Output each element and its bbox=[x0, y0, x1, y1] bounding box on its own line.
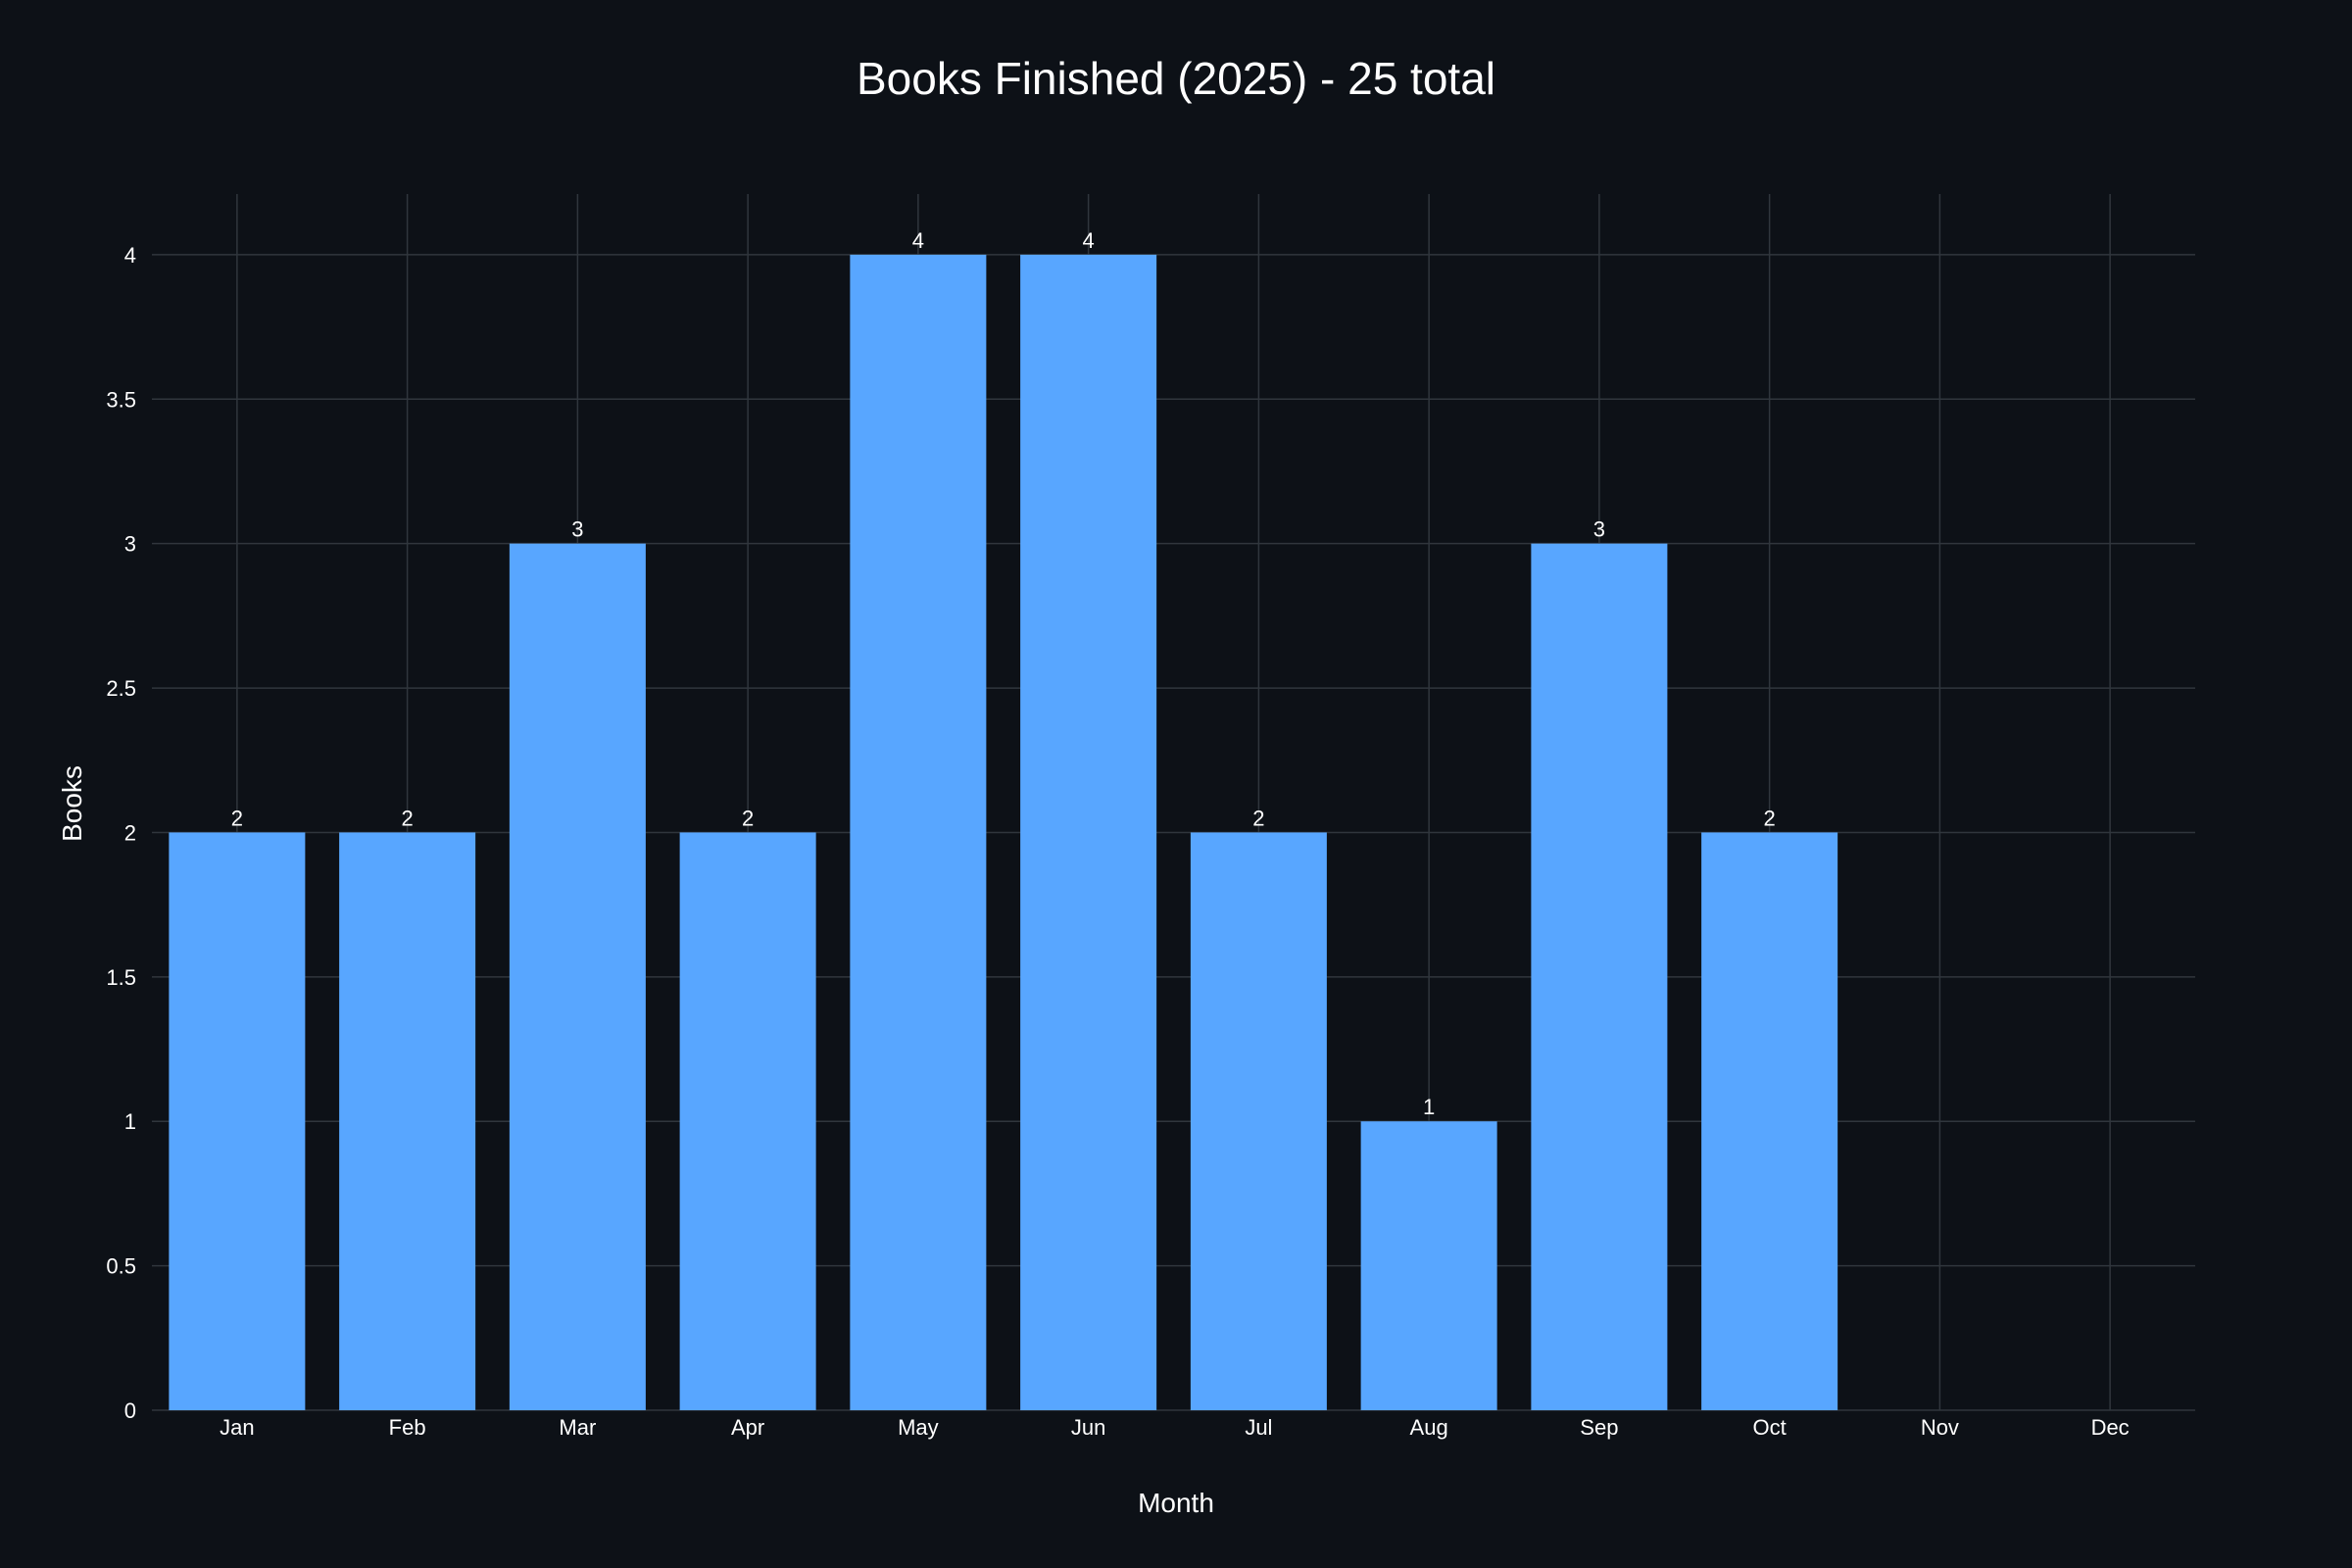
y-tick-label: 4 bbox=[124, 243, 136, 268]
x-tick-label: Sep bbox=[1580, 1415, 1618, 1440]
data-label-oct: 2 bbox=[1764, 806, 1776, 830]
y-tick-label: 2 bbox=[124, 820, 136, 845]
x-tick-label: Aug bbox=[1410, 1415, 1448, 1440]
data-label-apr: 2 bbox=[742, 806, 754, 830]
y-tick-label: 2.5 bbox=[106, 676, 136, 701]
bar-apr bbox=[679, 832, 816, 1410]
data-label-jun: 4 bbox=[1083, 228, 1095, 253]
bar-feb bbox=[339, 832, 476, 1410]
y-tick-label: 0 bbox=[124, 1398, 136, 1423]
bar-jul bbox=[1190, 832, 1327, 1410]
y-tick-label: 3 bbox=[124, 532, 136, 557]
x-tick-label: Jun bbox=[1071, 1415, 1105, 1440]
x-tick-label: Nov bbox=[1921, 1415, 1959, 1440]
bar-layer bbox=[169, 254, 1838, 1411]
x-tick-label: May bbox=[898, 1415, 939, 1440]
y-tick-label: 3.5 bbox=[106, 387, 136, 412]
bar-aug bbox=[1360, 1121, 1497, 1410]
x-tick-label: Feb bbox=[389, 1415, 426, 1440]
bar-sep bbox=[1531, 543, 1668, 1410]
x-tick-label: Apr bbox=[731, 1415, 764, 1440]
bar-jan bbox=[169, 832, 306, 1410]
bar-oct bbox=[1701, 832, 1838, 1410]
y-tick-label: 1 bbox=[124, 1109, 136, 1134]
bar-mar bbox=[509, 543, 646, 1410]
x-tick-label: Jul bbox=[1245, 1415, 1272, 1440]
label-layer: 0 0.5 1 1.5 2 2.5 3 3.5 4 2 Jan 2 Feb 3 Mar 2 Apr 4 May 4 Ju… bbox=[106, 228, 2129, 1440]
x-tick-label: Dec bbox=[2091, 1415, 2130, 1440]
x-tick-label: Jan bbox=[220, 1415, 254, 1440]
y-tick-label: 0.5 bbox=[106, 1254, 136, 1279]
data-label-feb: 2 bbox=[402, 806, 414, 830]
x-tick-label: Mar bbox=[559, 1415, 596, 1440]
data-label-mar: 3 bbox=[571, 517, 583, 542]
x-tick-label: Oct bbox=[1753, 1415, 1787, 1440]
data-label-jan: 2 bbox=[231, 806, 243, 830]
data-label-aug: 1 bbox=[1423, 1095, 1435, 1119]
data-label-may: 4 bbox=[912, 228, 924, 253]
data-label-jul: 2 bbox=[1252, 806, 1264, 830]
chart-title: Books Finished (2025) - 25 total bbox=[857, 53, 1495, 104]
data-label-sep: 3 bbox=[1593, 517, 1605, 542]
y-tick-label: 1.5 bbox=[106, 965, 136, 990]
bar-may bbox=[850, 254, 987, 1411]
y-axis-title: Books bbox=[57, 765, 87, 842]
bar-jun bbox=[1020, 254, 1157, 1411]
x-axis-title: Month bbox=[1138, 1488, 1214, 1518]
